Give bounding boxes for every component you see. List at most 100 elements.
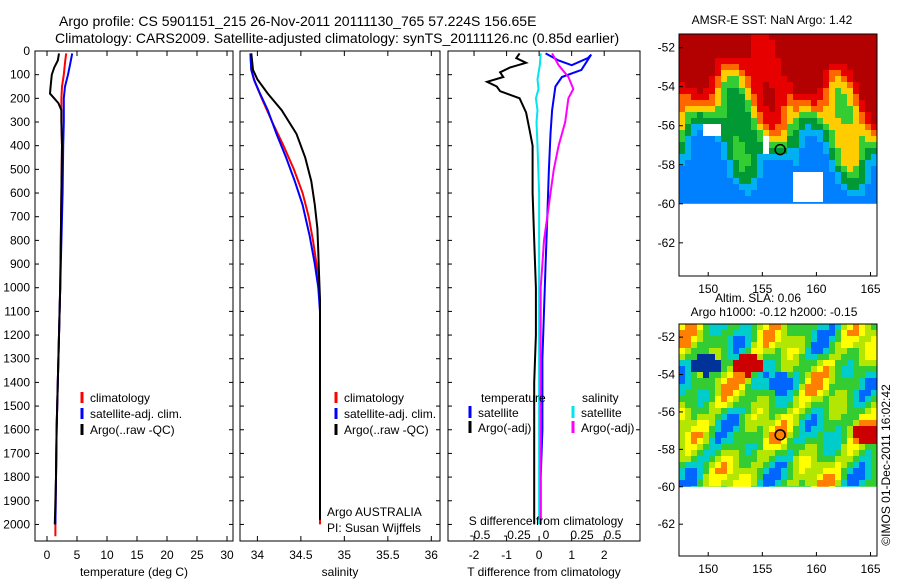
raster-cell [739,160,745,166]
raster-cell [757,342,763,348]
raster-cell [835,142,841,148]
raster-cell [751,456,757,462]
raster-cell [817,58,823,64]
raster-cell [775,112,781,118]
raster-cell [871,450,877,456]
raster-cell [835,486,841,487]
raster-cell [799,52,805,58]
raster-cell [703,390,709,396]
raster-cell [853,118,859,124]
raster-cell [721,40,727,46]
raster-cell [733,88,739,94]
raster-cell [709,46,715,52]
raster-cell [763,130,769,136]
raster-cell [829,112,835,118]
raster-cell [697,360,703,366]
raster-cell [715,402,721,408]
raster-cell [817,154,823,160]
raster-cell [727,154,733,160]
raster-cell [751,444,757,450]
raster-cell [727,402,733,408]
raster-cell [697,142,703,148]
raster-cell [871,172,877,178]
x-tick-label: 1 [568,548,575,562]
raster-cell [853,432,859,438]
raster-cell [709,324,715,330]
raster-cell [805,94,811,100]
raster-cell [871,34,877,40]
raster-cell [763,444,769,450]
raster-cell [859,384,865,390]
raster-cell [763,462,769,468]
raster-cell [787,324,793,330]
raster-cell [787,432,793,438]
raster-cell [871,486,877,487]
raster-cell [721,342,727,348]
raster-cell [811,462,817,468]
raster-cell [679,456,685,462]
argo-position-marker [774,143,786,156]
raster-cell [733,94,739,100]
raster-cell [871,148,877,154]
raster-cell [781,360,787,366]
raster-cell [739,154,745,160]
raster-cell [697,40,703,46]
raster-cell [685,154,691,160]
raster-cell [859,40,865,46]
raster-cell [871,82,877,88]
raster-cell [733,360,739,366]
raster-cell [865,390,871,396]
raster-cell [745,426,751,432]
raster-cell [739,360,745,366]
x-tick-label: 155 [752,562,772,576]
raster-cell [697,324,703,330]
legend-label: climatology [90,391,150,405]
raster-cell [751,366,757,372]
raster-cell [739,52,745,58]
raster-cell [793,178,799,184]
raster-cell [865,154,871,160]
raster-cell [859,366,865,372]
raster-cell [757,154,763,160]
raster-cell [859,58,865,64]
raster-cell [715,34,721,40]
raster-cell [697,52,703,58]
raster-cell [691,190,697,196]
raster-cell [769,384,775,390]
raster-cell [751,40,757,46]
raster-cell [721,402,727,408]
raster-cell [799,414,805,420]
raster-cell [841,124,847,130]
raster-cell [721,112,727,118]
raster-cell [721,444,727,450]
raster-cell [757,432,763,438]
raster-cell [721,178,727,184]
raster-cell [841,76,847,82]
raster-cell [727,58,733,64]
raster-cell [727,330,733,336]
raster-cell [829,378,835,384]
raster-cell [697,342,703,348]
raster-cell [751,136,757,142]
raster-cell [685,34,691,40]
raster-cell [781,130,787,136]
raster-cell [811,450,817,456]
raster-cell [841,160,847,166]
raster-cell [853,64,859,70]
raster-cell [697,88,703,94]
raster-cell [829,360,835,366]
raster-cell [763,474,769,480]
raster-cell [745,76,751,82]
legend-label: Argo(..raw -QC) [90,423,175,437]
raster-cell [847,474,853,480]
y-tick-label: 500 [10,162,30,176]
raster-cell [745,396,751,402]
raster-cell [769,202,775,204]
raster-cell [727,100,733,106]
raster-cell [691,474,697,480]
raster-cell [745,474,751,480]
raster-cell [769,58,775,64]
raster-cell [787,438,793,444]
raster-cell [703,462,709,468]
raster-cell [739,136,745,142]
